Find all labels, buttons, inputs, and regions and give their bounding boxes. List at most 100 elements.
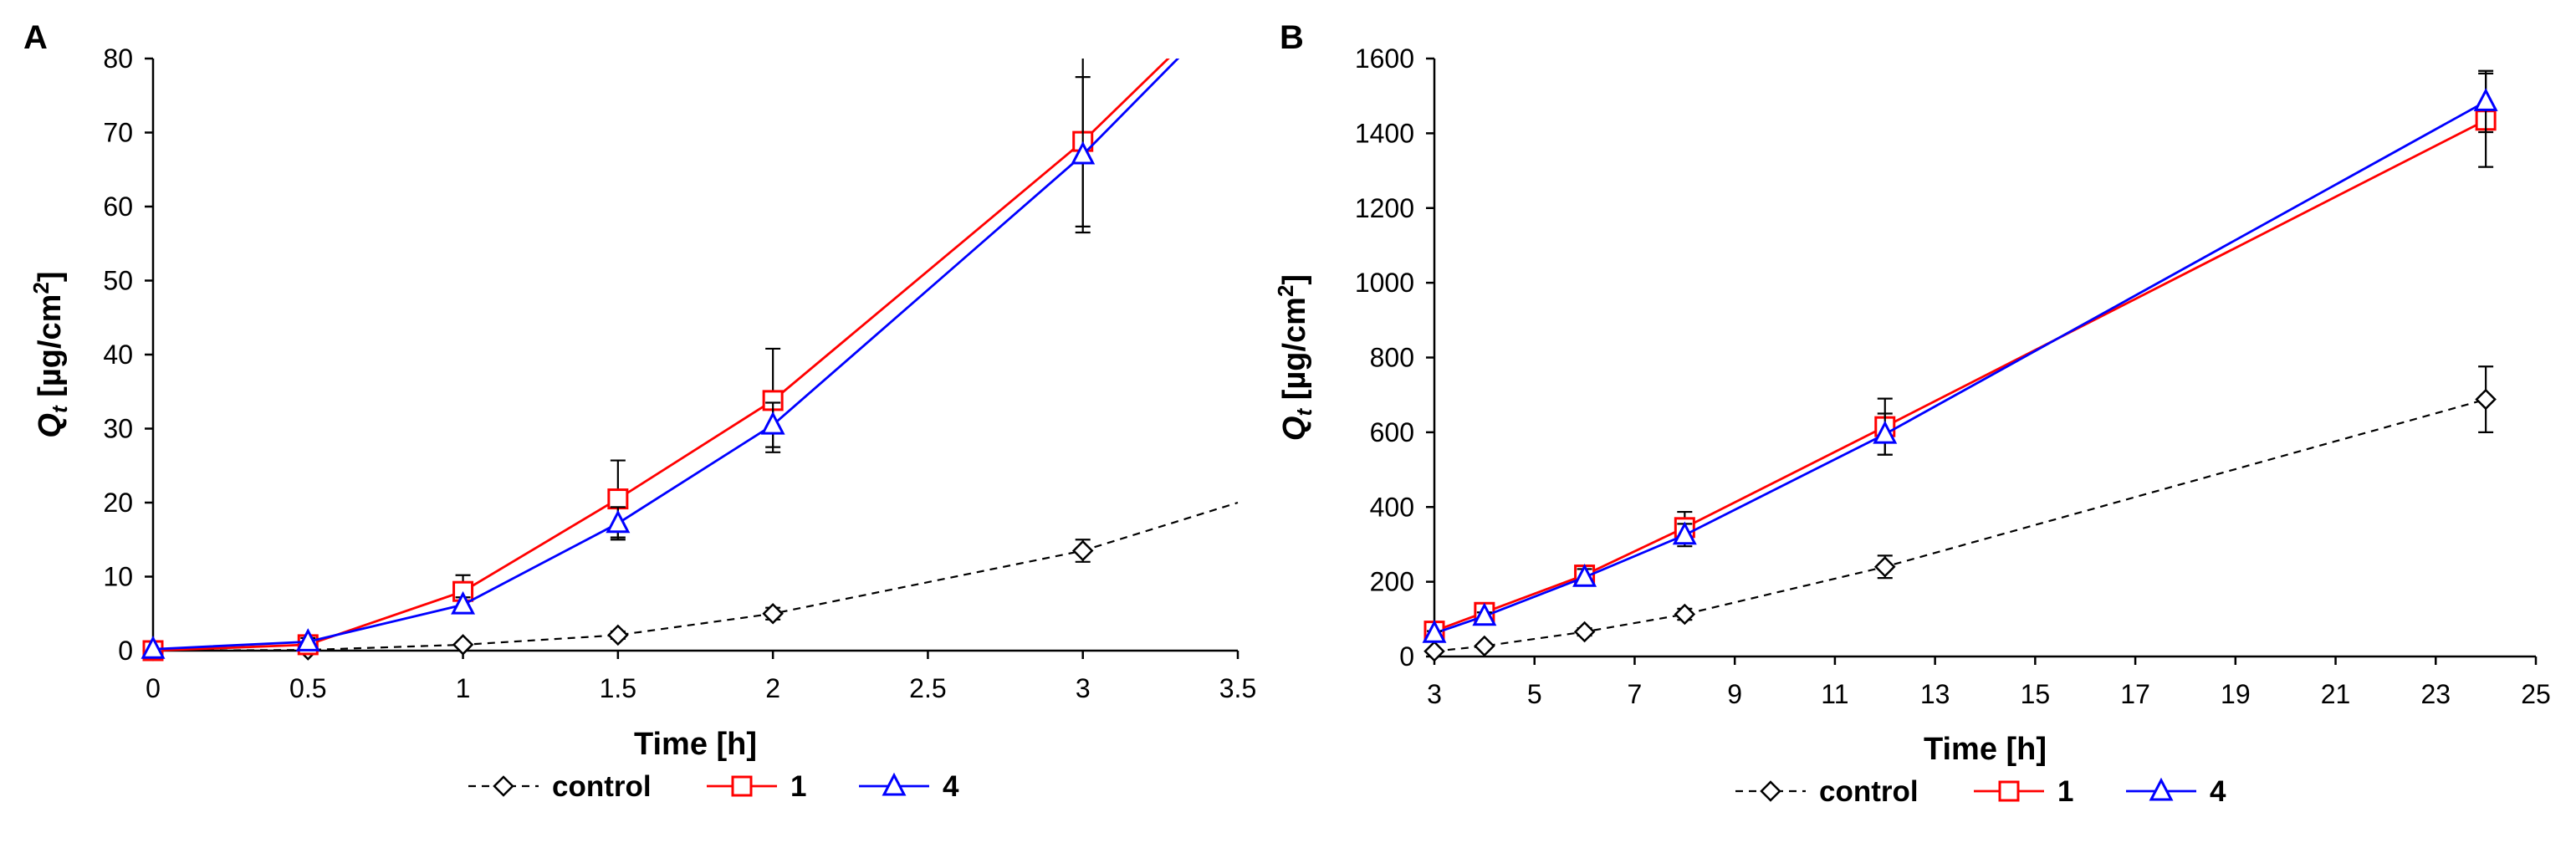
data-point	[762, 602, 784, 625]
x-tick-label: 0	[146, 673, 161, 703]
series-line-control	[1434, 398, 2487, 652]
y-axis-title: Qt [µg/cm2]	[1273, 274, 1316, 441]
y-axis-title-sup: 2	[1273, 285, 1298, 297]
x-tick-label: 2	[765, 673, 780, 703]
y-axis-title-close: ]	[1277, 274, 1312, 285]
y-axis-title-sub: t	[1291, 408, 1316, 416]
data-point	[1572, 564, 1597, 587]
legend-marker-4	[2149, 777, 2174, 801]
series-4	[1422, 69, 2498, 643]
legend-marker-1	[731, 775, 753, 797]
x-tick-label: 15	[2021, 679, 2051, 709]
data-point	[607, 488, 629, 510]
y-tick-label: 1400	[1355, 118, 1414, 148]
data-point	[1472, 602, 1497, 626]
x-tick-label: 11	[1821, 679, 1848, 709]
legend-label: 1	[790, 770, 806, 803]
plot-area	[141, 59, 1239, 662]
x-tick-label: 3.5	[1219, 673, 1256, 703]
data-point	[1874, 555, 1896, 578]
series-control	[1423, 365, 2497, 662]
x-tick-label: 1	[456, 673, 471, 703]
series-1	[1423, 72, 2497, 642]
x-tick-label: 3	[1076, 673, 1091, 703]
data-point	[2475, 388, 2497, 411]
data-point	[451, 590, 476, 615]
y-axis-title-q: Q	[33, 413, 68, 438]
series-line-4	[152, 59, 1180, 651]
legend-label: control	[552, 770, 652, 803]
series-line-1	[152, 59, 1170, 652]
legend-b: control 1 4	[1735, 775, 2226, 808]
y-tick-label: 1000	[1355, 268, 1414, 298]
x-tick-label: 19	[2221, 679, 2251, 709]
y-axis-title: Qt [µg/cm2]	[28, 271, 72, 437]
y-axis-title-unit: [µg/cm	[33, 294, 68, 406]
data-point	[1474, 635, 1495, 657]
data-point	[760, 411, 785, 435]
data-point	[141, 635, 166, 659]
x-tick-label: 25	[2521, 679, 2551, 709]
x-tick-label: 13	[1920, 679, 1950, 709]
legend-a: control 1 4	[468, 770, 959, 803]
y-tick-label: 40	[103, 340, 133, 370]
x-axis-title: Time [h]	[1924, 732, 2047, 767]
y-axis-title-q: Q	[1277, 416, 1312, 442]
data-point	[295, 628, 320, 651]
legend-marker-control	[1760, 780, 1781, 802]
panel-b: B 0 200 400 600 800 1000 1200 1400 1600 3 5 7 9 11 13 15…	[1273, 19, 2551, 767]
x-tick-label: 5	[1527, 679, 1542, 709]
y-tick-label: 1200	[1355, 193, 1414, 223]
legend-label: 4	[2210, 775, 2226, 808]
x-tick-label: 7	[1628, 679, 1643, 709]
y-tick-label: 70	[103, 118, 133, 148]
legend-marker-1	[1998, 780, 2020, 802]
y-tick-label: 200	[1370, 567, 1414, 597]
x-tick-label: 1.5	[600, 673, 636, 703]
x-tick-label: 23	[2420, 679, 2451, 709]
y-axis-title-sub: t	[47, 405, 72, 413]
data-point	[606, 509, 631, 534]
legend-marker-control	[493, 775, 514, 797]
data-point	[1071, 140, 1096, 165]
plot-area	[1422, 69, 2498, 662]
series-line-1	[1434, 119, 2487, 632]
y-tick-label: 600	[1370, 417, 1414, 447]
panel-label: B	[1280, 19, 1304, 56]
data-point	[1573, 621, 1596, 643]
x-axis-title: Time [h]	[634, 727, 757, 762]
series-1	[142, 59, 1170, 662]
y-tick-label: 50	[103, 266, 133, 296]
x-tick-label: 3	[1427, 679, 1442, 709]
data-point	[1423, 640, 1445, 662]
data-point	[1071, 539, 1094, 562]
legend-label: 4	[943, 770, 959, 803]
y-tick-label: 0	[118, 636, 133, 666]
data-point	[2473, 88, 2498, 111]
x-tick-label: 21	[2321, 679, 2351, 709]
x-tick-label: 2.5	[909, 673, 946, 703]
series-line-4	[1434, 100, 2487, 635]
legend-marker-4	[882, 772, 907, 796]
panel-a: A 0 10 20 30 40 50 60 70 80 0 0.5 1 1.5 2 2.5 3 3.5 Time […	[23, 19, 1256, 762]
legend-label: control	[1819, 775, 1919, 808]
y-axis-title-unit: [µg/cm	[1277, 297, 1312, 409]
y-tick-label: 1600	[1355, 43, 1414, 74]
data-point	[452, 634, 474, 656]
y-axis-title-sup: 2	[28, 282, 54, 294]
y-axis-title-close: ]	[33, 271, 68, 282]
series-control	[142, 501, 1239, 662]
series-4	[141, 59, 1180, 659]
y-tick-label: 400	[1370, 492, 1414, 522]
data-point	[1873, 420, 1898, 444]
data-point	[1674, 603, 1696, 626]
x-tick-label: 9	[1727, 679, 1742, 709]
y-tick-label: 0	[1399, 641, 1414, 672]
panel-label: A	[23, 19, 48, 56]
data-point	[1672, 521, 1697, 545]
y-tick-label: 80	[103, 43, 133, 74]
y-tick-label: 10	[103, 562, 133, 592]
legend-label: 1	[2057, 775, 2073, 808]
data-point	[607, 624, 629, 646]
